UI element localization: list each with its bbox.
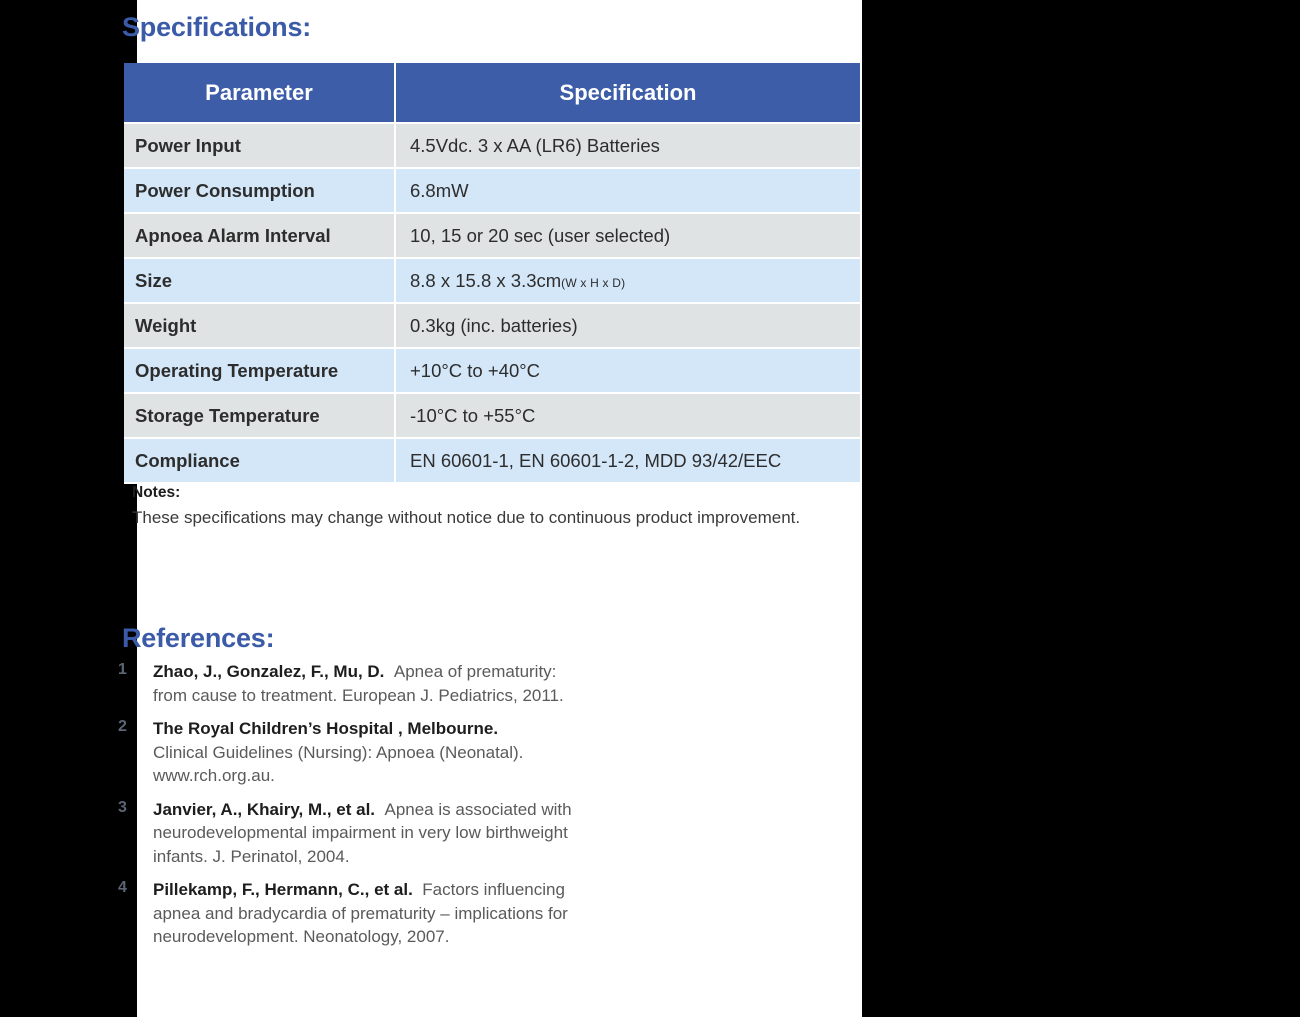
reference-item: 2 The Royal Children’s Hospital , Melbou… xyxy=(118,717,578,788)
reference-number: 4 xyxy=(118,879,127,896)
column-header-parameter: Parameter xyxy=(124,63,396,124)
cell-parameter: Power Consumption xyxy=(124,169,396,214)
notes-block: Notes: These specifications may change w… xyxy=(132,483,852,530)
cell-specification: 10, 15 or 20 sec (user selected) xyxy=(396,214,860,259)
notes-title: Notes: xyxy=(132,484,181,501)
table-row: Apnoea Alarm Interval 10, 15 or 20 sec (… xyxy=(124,214,860,259)
reference-text: Pillekamp, F., Hermann, C., et al. Facto… xyxy=(153,880,568,946)
column-header-specification: Specification xyxy=(396,63,860,124)
table-body: Power Input 4.5Vdc. 3 x AA (LR6) Batteri… xyxy=(124,124,860,484)
cell-parameter: Operating Temperature xyxy=(124,349,396,394)
right-occlusion-band xyxy=(862,0,1300,1017)
reference-authors: The Royal Children’s Hospital , Melbourn… xyxy=(153,719,499,738)
cell-specification: 8.8 x 15.8 x 3.3cm(W x H x D) xyxy=(396,259,860,304)
reference-body: Apnea is associated with neurodevelopmen… xyxy=(153,799,572,866)
cell-parameter: Weight xyxy=(124,304,396,349)
reference-text: The Royal Children’s Hospital , Melbourn… xyxy=(153,719,523,785)
reference-body: Factors influencing apnea and bradycardi… xyxy=(153,880,568,946)
reference-text: Janvier, A., Khairy, M., et al. Apnea is… xyxy=(153,800,572,866)
reference-item: 1 Zhao, J., Gonzalez, F., Mu, D. Apnea o… xyxy=(118,660,578,707)
reference-body: Apnea of prematurity: from cause to trea… xyxy=(153,662,564,705)
cell-specification-dimension-note: (W x H x D) xyxy=(561,275,626,290)
reference-item: 3 Janvier, A., Khairy, M., et al. Apnea … xyxy=(118,798,578,869)
table-row: Power Consumption 6.8mW xyxy=(124,169,860,214)
table-row: Operating Temperature +10°C to +40°C xyxy=(124,349,860,394)
reference-authors: Janvier, A., Khairy, M., et al. xyxy=(153,799,376,819)
reference-number: 3 xyxy=(118,798,127,816)
table-row: Size 8.8 x 15.8 x 3.3cm(W x H x D) xyxy=(124,259,860,304)
reference-body: Clinical Guidelines (Nursing): Apnoea (N… xyxy=(153,742,524,786)
cell-parameter: Apnoea Alarm Interval xyxy=(124,214,396,259)
specifications-heading: Specifications: xyxy=(122,12,312,42)
references-list: 1 Zhao, J., Gonzalez, F., Mu, D. Apnea o… xyxy=(118,660,578,959)
cell-specification: +10°C to +40°C xyxy=(396,349,860,394)
cell-specification: 0.3kg (inc. batteries) xyxy=(396,304,860,349)
table-header-row: Parameter Specification xyxy=(124,63,860,124)
reference-text: Zhao, J., Gonzalez, F., Mu, D. Apnea of … xyxy=(153,662,564,705)
references-heading: References: xyxy=(122,623,275,653)
table-row: Weight 0.3kg (inc. batteries) xyxy=(124,304,860,349)
cell-parameter: Storage Temperature xyxy=(124,394,396,439)
table-row: Compliance EN 60601-1, EN 60601-1-2, MDD… xyxy=(124,439,860,484)
cell-parameter: Power Input xyxy=(124,124,396,169)
table-row: Storage Temperature -10°C to +55°C xyxy=(124,394,860,439)
table-row: Power Input 4.5Vdc. 3 x AA (LR6) Batteri… xyxy=(124,124,860,169)
cell-specification: 6.8mW xyxy=(396,169,860,214)
cell-parameter: Compliance xyxy=(124,439,396,484)
reference-number: 1 xyxy=(118,661,127,678)
cell-specification: 4.5Vdc. 3 x AA (LR6) Batteries xyxy=(396,124,860,169)
specifications-table: Parameter Specification Power Input 4.5V… xyxy=(124,63,860,484)
cell-specification: EN 60601-1, EN 60601-1-2, MDD 93/42/EEC xyxy=(396,439,860,484)
reference-item: 4 Pillekamp, F., Hermann, C., et al. Fac… xyxy=(118,878,578,949)
cell-parameter: Size xyxy=(124,259,396,304)
reference-authors: Pillekamp, F., Hermann, C., et al. xyxy=(153,880,413,899)
reference-authors: Zhao, J., Gonzalez, F., Mu, D. xyxy=(153,662,385,681)
left-occlusion-band xyxy=(0,0,137,1017)
notes-body: These specifications may change without … xyxy=(132,508,801,527)
table-header: Parameter Specification xyxy=(124,63,860,124)
reference-number: 2 xyxy=(118,718,127,735)
cell-specification: -10°C to +55°C xyxy=(396,394,860,439)
cell-specification-main: 8.8 x 15.8 x 3.3cm xyxy=(410,269,562,291)
